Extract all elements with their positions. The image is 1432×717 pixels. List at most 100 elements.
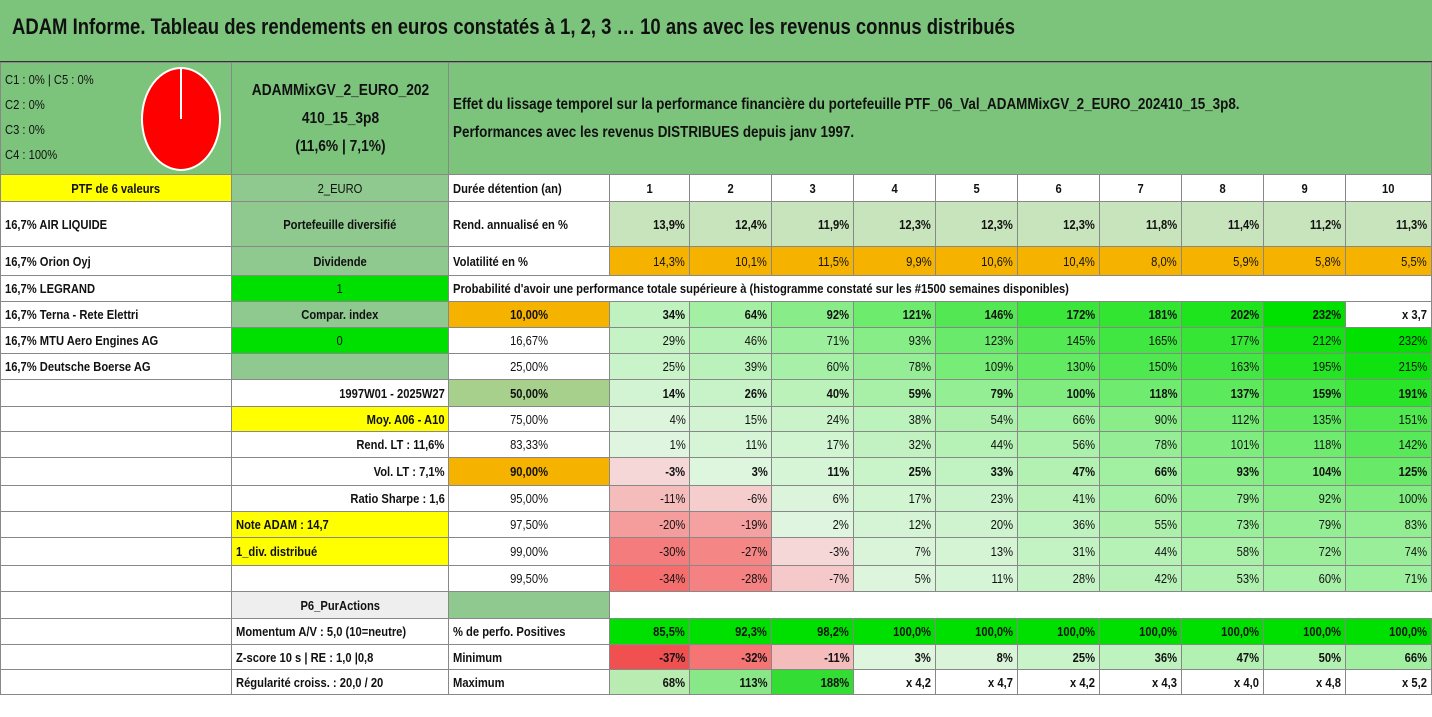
dividend-label-text: Dividende [313, 253, 367, 269]
probability-threshold: 95,00% [448, 485, 611, 512]
probability-value-text: 135% [1312, 411, 1341, 427]
probability-value: 1% [609, 431, 691, 458]
probability-value-text: 33% [990, 464, 1014, 479]
probability-value-text: 142% [1398, 437, 1427, 452]
probability-value: 142% [1344, 431, 1432, 458]
probability-value-text: 59% [908, 385, 932, 401]
vol-value-text: 10,4% [1063, 253, 1096, 269]
probability-value-text: -7% [829, 571, 850, 586]
probability-value: -30% [609, 537, 691, 566]
vol-label: Volatilité en % [448, 246, 611, 276]
stat-minimum-value-text: 25% [1072, 649, 1096, 665]
ptf-count-text: PTF de 6 valeurs [71, 180, 161, 196]
probability-value-text: 41% [1072, 491, 1096, 506]
table-row: PTF de 6 valeurs 2_EURO Durée détention (a… [0, 174, 1432, 202]
stat-maximum-value-text: x 4,2 [906, 674, 932, 690]
probability-value-text: 146% [984, 307, 1014, 322]
vol-value: 14,3% [609, 246, 691, 276]
stat-minimum-value: 50% [1263, 644, 1346, 670]
stat-maximum-label: Maximum [448, 669, 611, 695]
probability-value: 72% [1263, 537, 1346, 566]
probability-value: 93% [1181, 457, 1265, 486]
table-row: Moy. A06 - A10 75,00% 4% 15% 24% 38% 54% 66% 90%… [0, 406, 1432, 432]
stat-positive-value-text: 92,3% [735, 624, 768, 639]
probability-value: 60% [1263, 565, 1346, 592]
probability-value-text: 150% [1148, 359, 1178, 374]
rend-value: 12,3% [1017, 201, 1101, 247]
stat-left-label-text: Z-score 10 s | RE : 1,0 |0,8 [235, 649, 373, 665]
probability-value: 34% [609, 301, 691, 328]
probability-value: 60% [771, 353, 855, 380]
probability-value-text: 23% [990, 491, 1014, 506]
portfolio-name-line: ADAMMixGV_2_EURO_202 [251, 81, 429, 99]
vol-value: 5,8% [1263, 246, 1346, 276]
table-row: Momentum A/V : 5,0 (10=neutre) % de perfo… [0, 618, 1432, 645]
probability-value-text: 202% [1230, 307, 1260, 322]
table-row: 1_div. distribué 99,00% -30% -27% -3% 7% 13% 31… [0, 537, 1432, 566]
probability-value: 137% [1181, 379, 1265, 407]
empty-cell [0, 644, 232, 670]
probability-value-text: 118% [1149, 385, 1178, 401]
stat-positive-value: 85,5% [609, 618, 691, 645]
rend-value: 12,4% [689, 201, 773, 247]
probability-threshold-text: 50,00% [510, 385, 549, 401]
probability-value: x 3,7 [1344, 301, 1432, 328]
probability-value: 40% [771, 379, 855, 407]
probability-value-text: 112% [1231, 411, 1260, 427]
rend-value: 13,9% [609, 201, 691, 247]
vol-value: 8,0% [1099, 246, 1183, 276]
empty-cell [0, 591, 232, 619]
probability-value: 232% [1344, 327, 1432, 354]
allocation-line: C3 : 0% [5, 122, 45, 137]
table-row: C1 : 0% | C5 : 0% C2 : 0% C3 : 0% C4 : 100%… [0, 62, 1432, 175]
holding-row-text: 16,7% Orion Oyj [5, 253, 91, 269]
stat-minimum-value-text: 8% [996, 649, 1014, 665]
probability-value: 78% [853, 353, 937, 380]
probability-value-text: 15% [744, 411, 768, 427]
probability-value-text: 79% [1318, 517, 1341, 532]
stat-maximum-label-text: Maximum [453, 674, 505, 690]
probability-threshold-text: 90,00% [510, 464, 549, 479]
probability-value-text: 93% [1236, 464, 1260, 479]
probability-value: 38% [853, 406, 937, 432]
probability-threshold-text: 95,00% [510, 491, 549, 506]
probability-value-text: 109% [984, 359, 1014, 374]
probability-value: 79% [1181, 485, 1265, 512]
probability-value: 104% [1263, 457, 1346, 486]
stat-positive-label-text: % de perfo. Positives [453, 624, 566, 639]
probability-value-text: 177% [1230, 333, 1260, 348]
probability-value-text: 74% [1404, 544, 1427, 559]
probability-threshold-text: 97,50% [510, 517, 549, 532]
probability-value-text: 13% [990, 544, 1014, 559]
probability-value: 78% [1099, 431, 1183, 458]
probability-value-text: 3% [751, 464, 768, 479]
rend-label: Rend. annualisé en % [448, 201, 611, 247]
empty-cell [0, 618, 232, 645]
probability-value-text: 40% [826, 385, 850, 401]
portfolio-name-line: 410_15_3p8 [301, 109, 379, 127]
rend-value-text: 12,3% [1063, 216, 1096, 232]
empty-cell [230, 565, 450, 592]
probability-threshold-text: 83,33% [510, 437, 549, 452]
stat-minimum-value: 25% [1017, 644, 1101, 670]
stat-maximum-value: 68% [609, 669, 691, 695]
probability-value-text: 66% [1154, 464, 1178, 479]
probability-value-text: 195% [1312, 359, 1341, 374]
probability-value: -34% [609, 565, 691, 592]
probability-value: 28% [1017, 565, 1101, 592]
holding-row-text: 16,7% MTU Aero Engines AG [5, 333, 159, 348]
probability-value: -3% [609, 457, 691, 486]
table-row: P6_PurActions [0, 591, 1432, 619]
probability-value: -28% [689, 565, 773, 592]
rend-value: 12,3% [935, 201, 1019, 247]
probability-value: 11% [771, 457, 855, 486]
probability-value: 92% [771, 301, 855, 328]
probability-value: 177% [1181, 327, 1265, 354]
probability-value: 29% [609, 327, 691, 354]
probability-threshold: 90,00% [448, 457, 611, 486]
table-row: Note ADAM : 14,7 97,50% -20% -19% 2% 12% 20% 36… [0, 511, 1432, 538]
probability-value-text: 47% [1072, 464, 1096, 479]
empty-cell [0, 485, 232, 512]
probability-value-text: 191% [1398, 385, 1427, 401]
probability-value: 13% [935, 537, 1019, 566]
